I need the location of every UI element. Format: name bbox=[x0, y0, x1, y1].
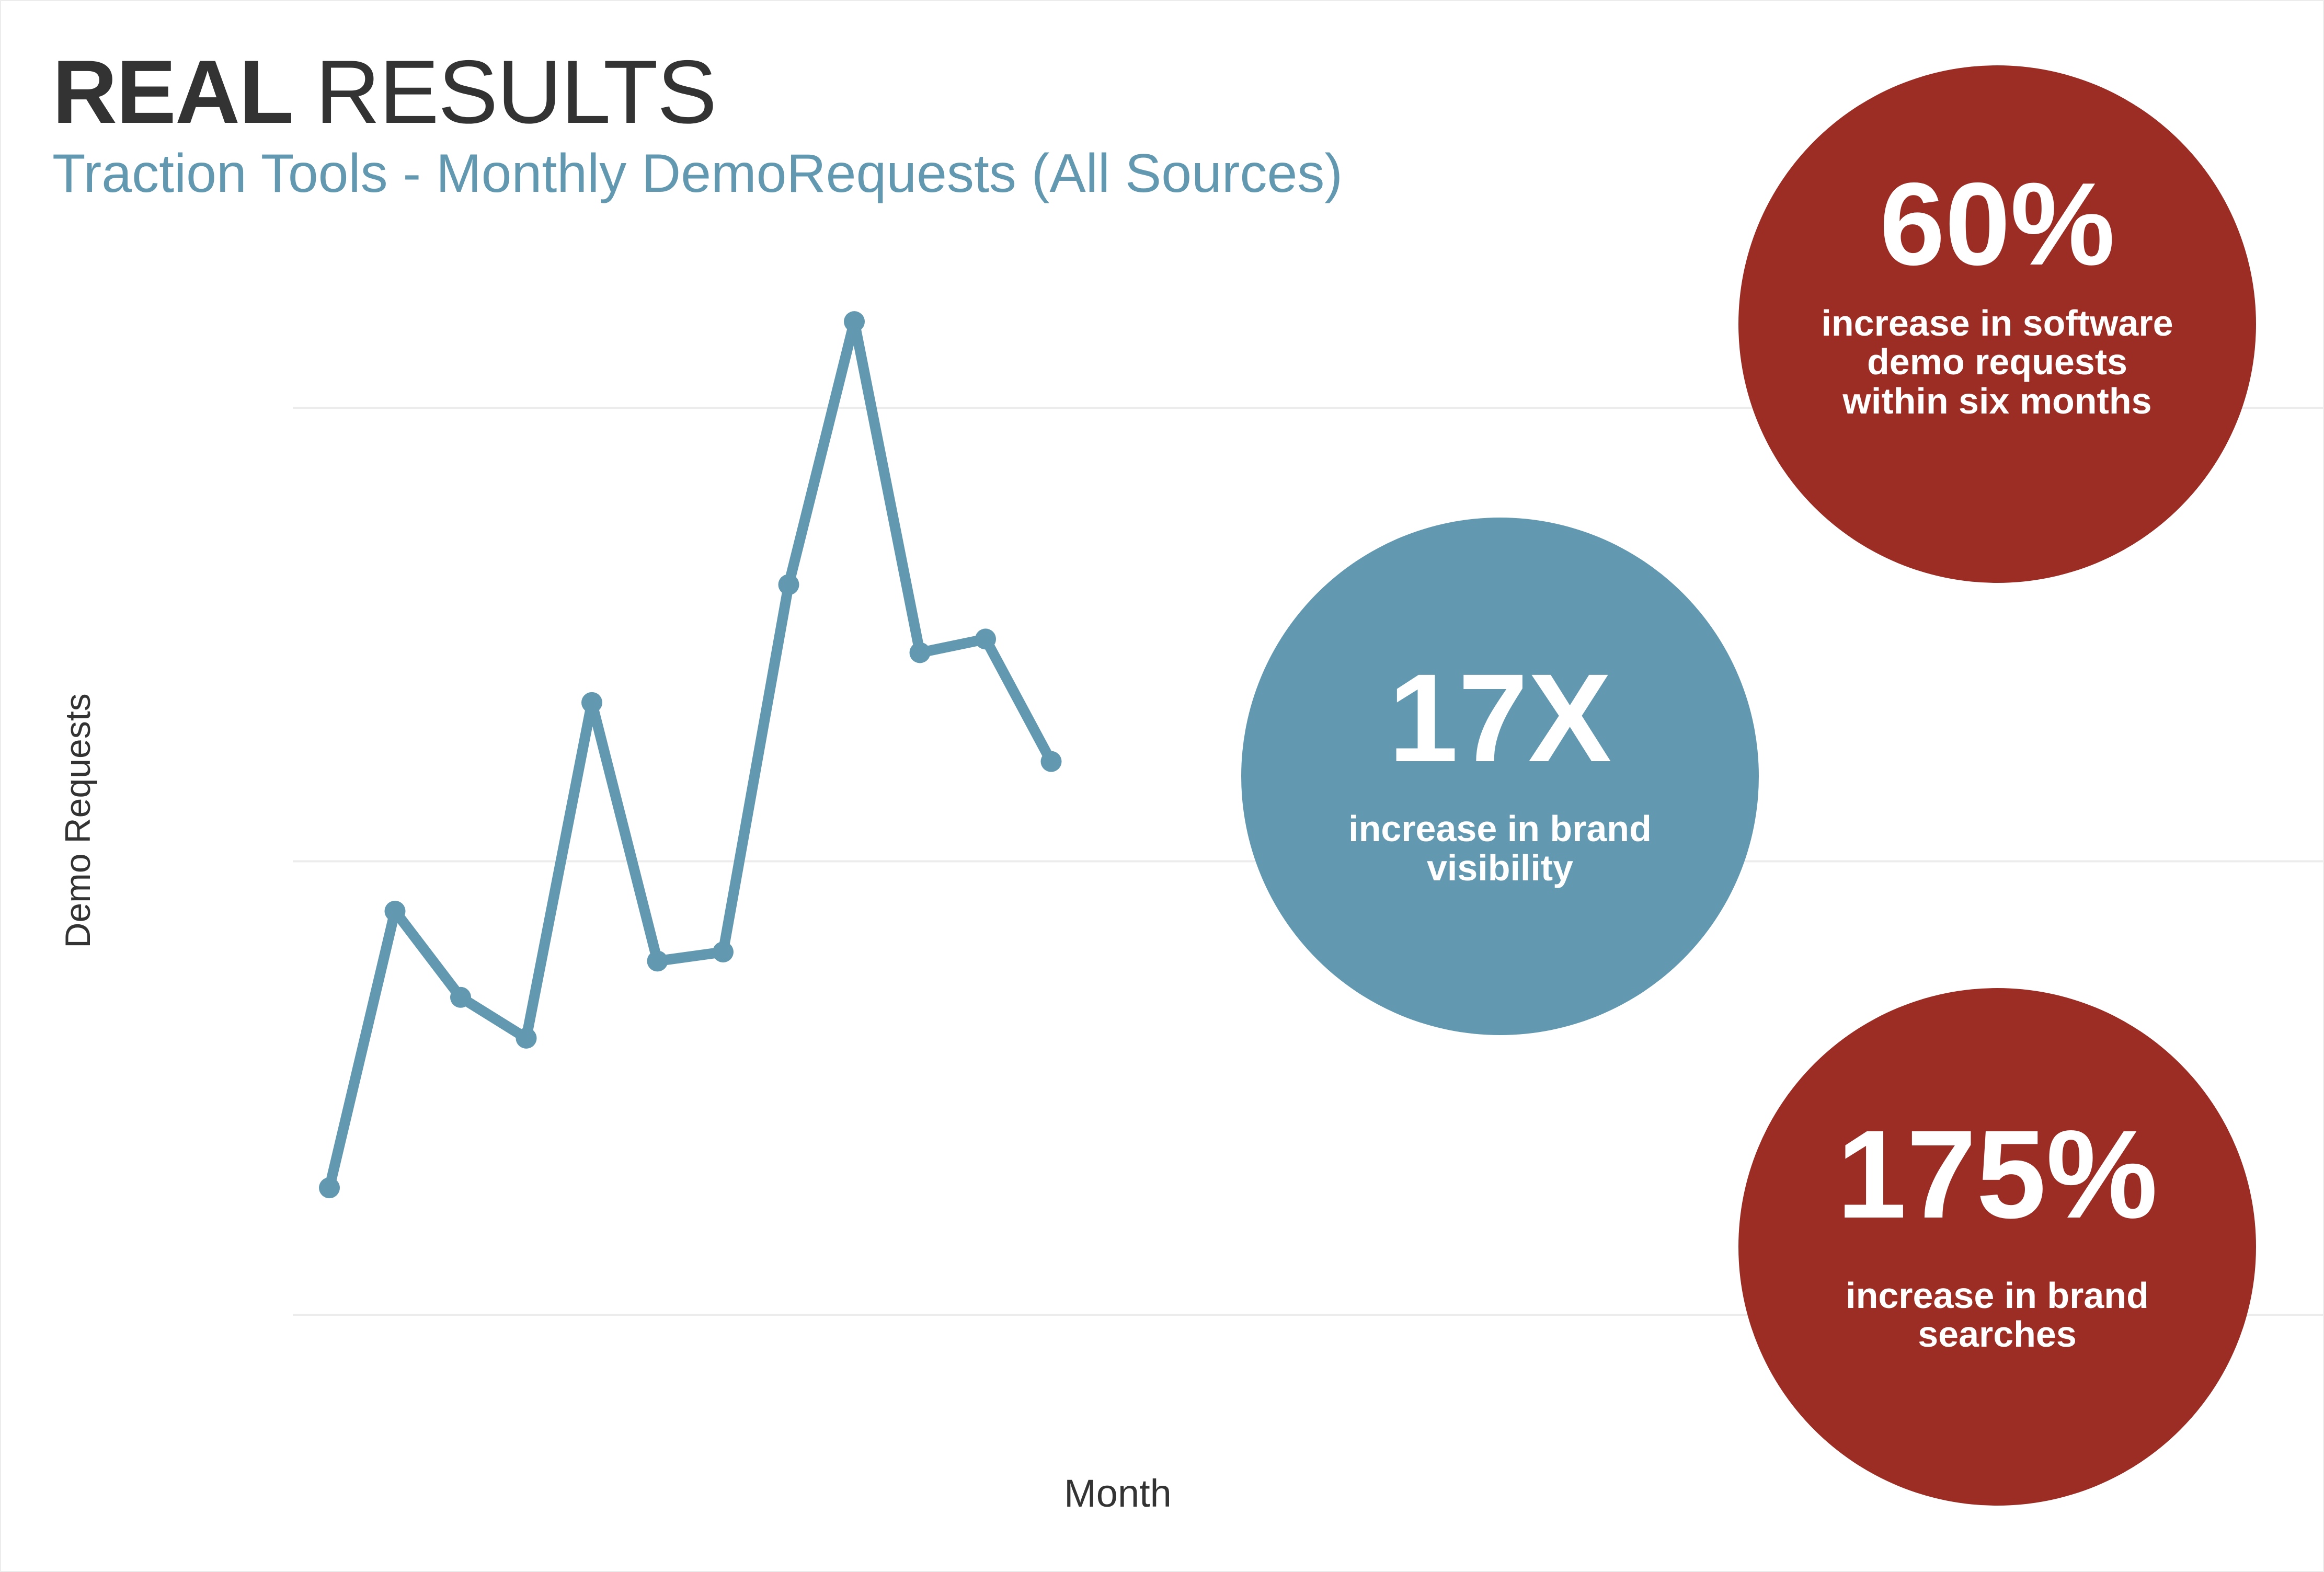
y-axis-label: Demo Requests bbox=[58, 693, 98, 948]
stat-circle-brand-searches: 175% increase in brand searches bbox=[1738, 988, 2256, 1506]
series-line bbox=[324, 316, 1057, 1194]
stat-description: increase in brand visibility bbox=[1348, 808, 1652, 888]
title-light: RESULTS bbox=[315, 42, 717, 142]
data-point bbox=[1040, 751, 1062, 772]
stat-value: 175% bbox=[1837, 1104, 2158, 1244]
data-point bbox=[647, 950, 668, 972]
data-point bbox=[450, 986, 471, 1008]
data-point bbox=[384, 900, 406, 922]
data-point bbox=[844, 311, 865, 332]
data-point bbox=[516, 1027, 537, 1049]
stat-circle-demo-requests: 60% increase in software demo requests w… bbox=[1738, 65, 2256, 583]
page-title: REAL RESULTS bbox=[52, 47, 717, 137]
data-point bbox=[909, 642, 931, 663]
data-point bbox=[713, 942, 734, 962]
x-axis-label: Month bbox=[1064, 1472, 1172, 1515]
stat-description: increase in software demo requests withi… bbox=[1821, 303, 2173, 421]
stat-description: increase in brand searches bbox=[1846, 1275, 2149, 1355]
chart-subtitle: Traction Tools - Monthly DemoRequests (A… bbox=[52, 143, 1343, 204]
data-points bbox=[319, 311, 1062, 1199]
stat-value: 60% bbox=[1879, 158, 2115, 290]
title-bold: REAL bbox=[52, 42, 292, 142]
data-point bbox=[581, 692, 602, 713]
data-point bbox=[319, 1177, 340, 1199]
data-point bbox=[778, 574, 799, 595]
data-point bbox=[975, 628, 996, 650]
stat-circle-brand-visibility: 17X increase in brand visibility bbox=[1241, 518, 1759, 1035]
stat-value: 17X bbox=[1388, 648, 1612, 788]
